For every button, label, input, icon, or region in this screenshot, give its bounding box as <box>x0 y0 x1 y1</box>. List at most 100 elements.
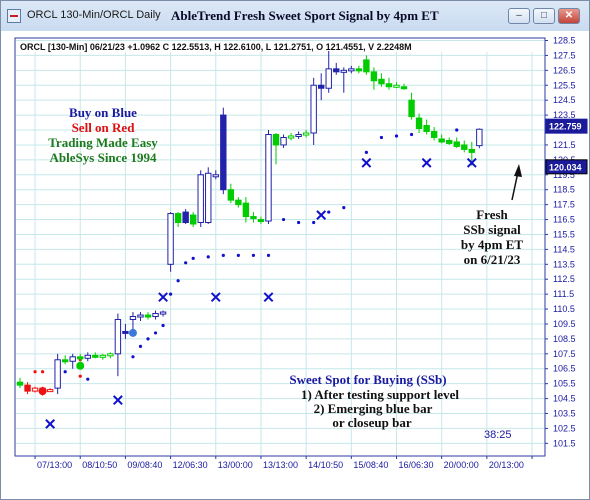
price-label: 122.759 <box>549 122 582 132</box>
support-dot <box>161 323 165 328</box>
elapsed-time: 38:25 <box>484 429 512 441</box>
support-dot <box>394 134 399 138</box>
price-bar <box>430 131 438 138</box>
price-bar <box>265 133 272 222</box>
price-bar <box>122 330 129 334</box>
support-dot <box>221 253 225 257</box>
support-dot <box>251 253 256 257</box>
support-dot <box>312 220 316 225</box>
price-bar <box>189 214 197 225</box>
signal-x-marker <box>316 210 327 220</box>
price-bar <box>31 387 39 392</box>
chart-header: ORCL [130-Min] 06/21/23 +1.0962 C 122.55… <box>20 42 412 52</box>
price-bar <box>363 59 370 73</box>
support-dot <box>138 344 143 348</box>
price-bar <box>205 172 212 224</box>
price-bar <box>235 199 242 206</box>
price-bar <box>144 314 152 318</box>
price-bar <box>400 86 408 90</box>
close-button[interactable]: ✕ <box>558 8 580 24</box>
x-tick-label: 14/10:50 <box>308 460 343 470</box>
plot-area <box>14 37 546 457</box>
y-tick-label: 111.5 <box>553 289 574 299</box>
sweet-spot-note: Sweet Spot for Buying (SSb) 1) After tes… <box>289 372 459 430</box>
signal-note-line-2: SSb signal <box>463 222 521 237</box>
y-tick-label: 105.5 <box>553 379 576 389</box>
price-bar <box>77 356 84 360</box>
price-bar <box>129 316 137 321</box>
close-icon: ✕ <box>564 10 574 21</box>
price-bar <box>167 213 174 265</box>
support-dot <box>131 355 135 359</box>
x-tick-label: 09/08:40 <box>127 460 162 470</box>
price-bar <box>302 132 310 136</box>
title-bar[interactable]: ORCL 130-Min/ORCL Daily AbleTrend Fresh … <box>1 1 589 31</box>
y-tick-label: 114.5 <box>553 244 575 254</box>
restore-icon: □ <box>540 10 548 21</box>
last-price-box <box>545 118 588 134</box>
support-dot <box>146 337 150 341</box>
y-tick-label: 117.5 <box>553 200 575 210</box>
minimize-button[interactable]: – <box>508 8 530 24</box>
price-bar <box>333 68 340 73</box>
price-bar <box>370 71 378 82</box>
sweet-spot-line-2: 2) Emerging blue bar <box>314 401 433 416</box>
support-dot <box>297 220 301 225</box>
price-bar <box>174 213 182 224</box>
signal-dot <box>76 361 85 370</box>
price-bar <box>423 125 430 133</box>
price-bar <box>355 68 363 72</box>
legend-trading: Trading Made Easy <box>48 135 158 150</box>
price-bar <box>46 389 54 393</box>
support-dot <box>281 217 286 222</box>
window-title: ORCL 130-Min/ORCL Daily <box>27 9 161 21</box>
support-dot <box>86 377 90 381</box>
signal-x-marker <box>466 157 477 168</box>
price-bar <box>92 354 99 358</box>
sweet-spot-title: Sweet Spot for Buying (SSb) <box>289 372 446 387</box>
y-tick-label: 108.5 <box>553 334 576 344</box>
price-bar <box>408 99 415 118</box>
y-tick-label: 109.5 <box>553 319 576 329</box>
price-bar <box>446 139 453 144</box>
y-tick-label: 128.5 <box>553 36 576 46</box>
y-tick-label: 102.5 <box>553 423 576 433</box>
price-bar <box>152 313 159 318</box>
x-tick-label: 13/13:00 <box>263 460 298 470</box>
current-price-box <box>545 159 588 175</box>
signal-x-marker <box>263 292 274 303</box>
price-bar <box>340 69 347 73</box>
price-bar <box>24 384 31 392</box>
price-bar <box>197 174 204 224</box>
legend-block: Buy on Blue Sell on Red Trading Made Eas… <box>48 105 158 165</box>
price-bar <box>468 148 476 153</box>
price-bar <box>287 135 295 139</box>
price-bar <box>99 354 107 358</box>
signal-note-line-1: Fresh <box>476 207 508 222</box>
support-dot <box>169 292 173 296</box>
price-bar <box>438 138 445 143</box>
sweet-spot-line-3: or closeup bar <box>332 415 411 430</box>
y-tick-label: 101.5 <box>553 438 576 448</box>
support-dot <box>379 135 384 140</box>
price-bar <box>348 68 355 72</box>
price-bar <box>16 381 24 386</box>
price-bar <box>114 319 122 355</box>
price-bar <box>137 314 144 318</box>
price-bar <box>453 141 460 147</box>
price-bar <box>325 68 332 89</box>
price-bar <box>272 133 280 146</box>
grid-lines <box>16 40 544 455</box>
minimize-icon: – <box>516 10 522 21</box>
y-tick-label: 116.5 <box>553 215 575 225</box>
price-label: 120.034 <box>549 162 582 172</box>
price-bar <box>182 211 189 224</box>
signal-x-marker <box>210 292 221 303</box>
y-tick-label: 121.5 <box>553 140 576 150</box>
restore-button[interactable]: □ <box>533 8 555 24</box>
price-bar <box>212 174 219 178</box>
price-bar <box>257 219 265 223</box>
signal-arrow-head <box>514 164 522 177</box>
price-bar <box>393 84 400 88</box>
